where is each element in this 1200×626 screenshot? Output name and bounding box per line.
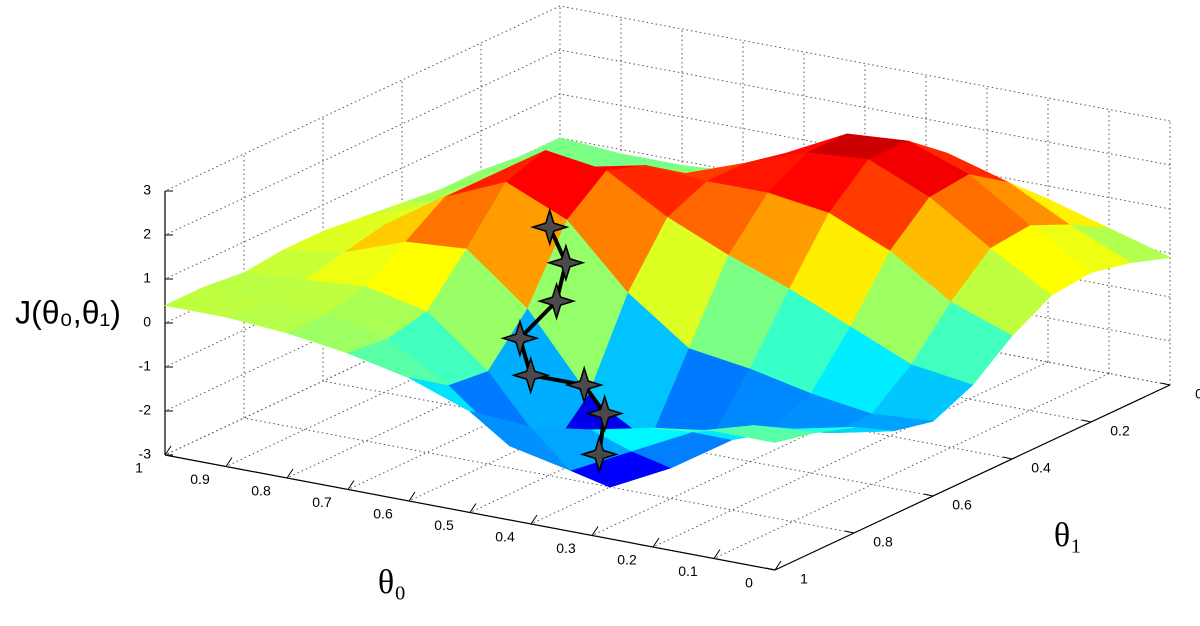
grid-line xyxy=(164,93,561,280)
y-tick xyxy=(1081,419,1092,423)
y-tick-label: 0.6 xyxy=(952,497,972,513)
x-tick xyxy=(286,468,294,479)
labels: J(θ₀,θ₁) θ₀ θ₁ xyxy=(15,294,1082,600)
z-axis-label: J(θ₀,θ₁) xyxy=(15,294,121,330)
x-tick xyxy=(469,503,477,513)
y-tick-label: 0.2 xyxy=(1110,423,1130,439)
grid-line xyxy=(713,373,1110,559)
z-tick-label: 1 xyxy=(143,270,151,286)
z-tick-label: -1 xyxy=(139,358,152,374)
descent-step xyxy=(564,365,604,405)
y-tick-label: 0 xyxy=(1195,386,1200,402)
descent-step xyxy=(585,393,625,434)
axis-line xyxy=(774,384,1171,571)
x-tick-label: 1 xyxy=(135,460,143,476)
x-tick xyxy=(408,491,416,502)
grid-line xyxy=(164,5,561,192)
x-tick xyxy=(774,560,782,571)
descent-step xyxy=(546,243,586,283)
descent-path xyxy=(500,207,625,474)
grid-line xyxy=(652,361,1049,548)
x-tick xyxy=(530,514,538,525)
x-tick-label: 0.2 xyxy=(617,552,637,568)
descent-step xyxy=(500,318,540,358)
z-tick-label: 2 xyxy=(143,226,151,242)
descent-step xyxy=(536,281,577,321)
x-tick-label: 0.6 xyxy=(373,506,393,522)
x-tick-label: 0.9 xyxy=(190,471,210,487)
x-tick xyxy=(347,480,355,490)
z-tick-label: 3 xyxy=(143,182,151,198)
z-tick-label: -3 xyxy=(139,446,152,462)
z-tick-label: 0 xyxy=(143,314,151,330)
y-tick-label: 1 xyxy=(800,571,808,587)
surface-patch xyxy=(713,425,815,443)
y-tick xyxy=(923,493,934,497)
x-tick xyxy=(591,526,599,536)
x-tick-label: 0.1 xyxy=(678,563,698,579)
descent-step xyxy=(511,355,551,395)
y-axis-label: θ₁ xyxy=(1054,517,1082,554)
x-tick-label: 0.7 xyxy=(312,494,332,510)
y-tick xyxy=(844,530,855,534)
y-tick xyxy=(1160,382,1171,386)
y-tick-label: 0.4 xyxy=(1031,460,1051,476)
x-tick xyxy=(164,445,172,456)
x-tick-label: 0.3 xyxy=(556,540,576,556)
y-tick-label: 0.8 xyxy=(873,534,893,550)
x-tick-label: 0.5 xyxy=(434,517,454,533)
z-tick-label: -2 xyxy=(139,402,152,418)
surface xyxy=(163,133,1172,488)
x-tick-label: 0 xyxy=(745,575,753,591)
descent-step xyxy=(530,207,570,247)
x-tick xyxy=(225,457,233,467)
x-tick xyxy=(652,537,660,548)
x-tick-label: 0.4 xyxy=(495,529,515,545)
y-tick xyxy=(1002,456,1013,460)
y-tick xyxy=(765,567,776,571)
x-axis-label: θ₀ xyxy=(378,564,406,601)
descent-step xyxy=(579,434,619,474)
grid-line xyxy=(164,49,561,236)
x-tick xyxy=(713,549,721,559)
x-tick-label: 0.8 xyxy=(251,483,271,499)
